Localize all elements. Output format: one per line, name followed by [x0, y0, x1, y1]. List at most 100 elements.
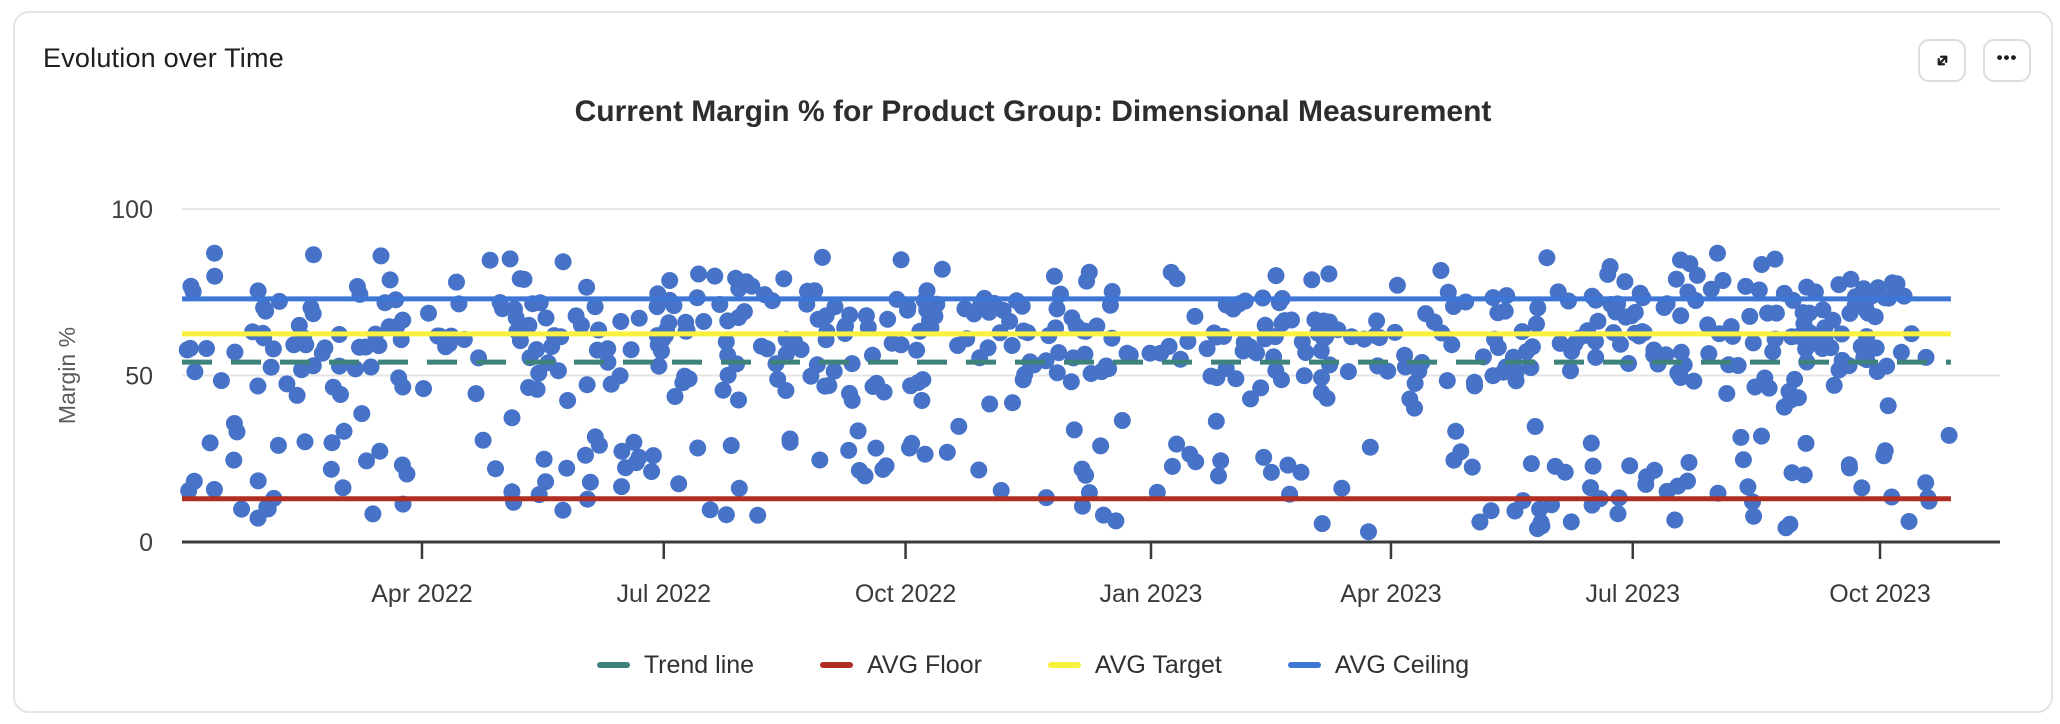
- scatter-point[interactable]: [1262, 463, 1280, 481]
- scatter-point[interactable]: [1295, 367, 1313, 385]
- scatter-point[interactable]: [1786, 370, 1804, 388]
- scatter-point[interactable]: [1255, 448, 1273, 466]
- scatter-point[interactable]: [808, 356, 826, 374]
- scatter-point[interactable]: [727, 269, 745, 287]
- scatter-point[interactable]: [981, 395, 999, 413]
- scatter-point[interactable]: [1617, 308, 1635, 326]
- scatter-point[interactable]: [903, 434, 921, 452]
- scatter-point[interactable]: [1303, 271, 1321, 289]
- scatter-point[interactable]: [1013, 297, 1031, 315]
- scatter-point[interactable]: [850, 462, 868, 479]
- scatter-point[interactable]: [849, 422, 867, 440]
- scatter-point[interactable]: [1667, 270, 1685, 288]
- scatter-point[interactable]: [1892, 343, 1910, 361]
- scatter-point[interactable]: [781, 433, 799, 451]
- scatter-point[interactable]: [1722, 318, 1740, 336]
- scatter-point[interactable]: [1523, 338, 1541, 356]
- scatter-point[interactable]: [661, 272, 679, 289]
- scatter-point[interactable]: [1753, 256, 1771, 273]
- scatter-point[interactable]: [1152, 344, 1170, 362]
- scatter-point[interactable]: [892, 251, 910, 269]
- scatter-point[interactable]: [1878, 357, 1896, 375]
- scatter-point[interactable]: [1092, 437, 1110, 455]
- scatter-point[interactable]: [701, 501, 719, 519]
- scatter-point[interactable]: [1688, 266, 1706, 284]
- scatter-point[interactable]: [1292, 463, 1310, 481]
- scatter-point[interactable]: [206, 267, 224, 285]
- scatter-point[interactable]: [817, 307, 835, 325]
- scatter-point[interactable]: [877, 457, 895, 475]
- scatter-point[interactable]: [1242, 390, 1259, 408]
- scatter-point[interactable]: [1685, 372, 1703, 390]
- scatter-point[interactable]: [554, 501, 572, 519]
- scatter-point[interactable]: [1777, 519, 1795, 537]
- expand-button[interactable]: [1918, 39, 1966, 82]
- scatter-point[interactable]: [670, 475, 688, 493]
- scatter-point[interactable]: [535, 450, 553, 468]
- scatter-point[interactable]: [1753, 427, 1770, 445]
- scatter-point[interactable]: [1186, 307, 1204, 325]
- scatter-point[interactable]: [334, 479, 352, 497]
- scatter-point[interactable]: [581, 473, 599, 491]
- scatter-point[interactable]: [1103, 283, 1121, 300]
- scatter-point[interactable]: [1212, 452, 1230, 470]
- scatter-point[interactable]: [1750, 281, 1768, 299]
- scatter-point[interactable]: [1764, 343, 1782, 361]
- scatter-point[interactable]: [1443, 336, 1461, 354]
- scatter-point[interactable]: [811, 451, 829, 469]
- scatter-point[interactable]: [1830, 361, 1848, 379]
- scatter-point[interactable]: [1526, 418, 1544, 435]
- scatter-point[interactable]: [559, 392, 577, 409]
- scatter-point[interactable]: [249, 377, 267, 395]
- scatter-point[interactable]: [613, 478, 630, 496]
- more-options-button[interactable]: •••: [1983, 39, 2031, 82]
- scatter-point[interactable]: [577, 446, 594, 464]
- scatter-point[interactable]: [1917, 474, 1935, 492]
- scatter-point[interactable]: [515, 270, 533, 288]
- scatter-point[interactable]: [1097, 357, 1115, 375]
- scatter-point[interactable]: [1672, 251, 1689, 269]
- scatter-point[interactable]: [1498, 287, 1516, 305]
- scatter-point[interactable]: [1940, 426, 1958, 444]
- scatter-point[interactable]: [1562, 362, 1579, 380]
- scatter-point[interactable]: [1616, 273, 1634, 291]
- scatter-point[interactable]: [1745, 507, 1763, 525]
- scatter-point[interactable]: [1198, 340, 1216, 358]
- scatter-point[interactable]: [182, 277, 200, 295]
- scatter-point[interactable]: [258, 498, 276, 516]
- scatter-point[interactable]: [1669, 364, 1687, 382]
- scatter-point[interactable]: [841, 306, 859, 324]
- scatter-point[interactable]: [1246, 343, 1264, 360]
- scatter-point[interactable]: [1163, 457, 1181, 475]
- scatter-point[interactable]: [201, 434, 219, 452]
- scatter-point[interactable]: [1313, 369, 1330, 387]
- scatter-point[interactable]: [1361, 438, 1379, 456]
- scatter-point[interactable]: [249, 472, 267, 490]
- scatter-point[interactable]: [717, 506, 735, 524]
- scatter-point[interactable]: [1207, 412, 1225, 430]
- scatter-point[interactable]: [233, 500, 251, 518]
- scatter-point[interactable]: [1584, 457, 1602, 475]
- scatter-point[interactable]: [627, 454, 645, 472]
- scatter-point[interactable]: [552, 328, 570, 346]
- scatter-point[interactable]: [992, 482, 1010, 499]
- scatter-point[interactable]: [1729, 357, 1747, 374]
- scatter-point[interactable]: [1107, 512, 1125, 530]
- scatter-point[interactable]: [590, 436, 608, 454]
- scatter-point[interactable]: [1879, 397, 1897, 415]
- scatter-point[interactable]: [249, 282, 267, 300]
- scatter-point[interactable]: [813, 248, 831, 266]
- scatter-point[interactable]: [1582, 479, 1599, 497]
- scatter-point[interactable]: [1313, 515, 1331, 533]
- scatter-point[interactable]: [1065, 421, 1083, 439]
- scatter-point[interactable]: [323, 434, 341, 452]
- scatter-point[interactable]: [1432, 262, 1450, 279]
- scatter-point[interactable]: [1121, 346, 1139, 364]
- scatter-point[interactable]: [1702, 280, 1720, 298]
- scatter-point[interactable]: [1522, 455, 1540, 473]
- scatter-point[interactable]: [714, 381, 732, 399]
- scatter-point[interactable]: [653, 342, 670, 360]
- scatter-point[interactable]: [758, 340, 776, 358]
- scatter-point[interactable]: [1067, 317, 1085, 335]
- scatter-point[interactable]: [908, 341, 926, 359]
